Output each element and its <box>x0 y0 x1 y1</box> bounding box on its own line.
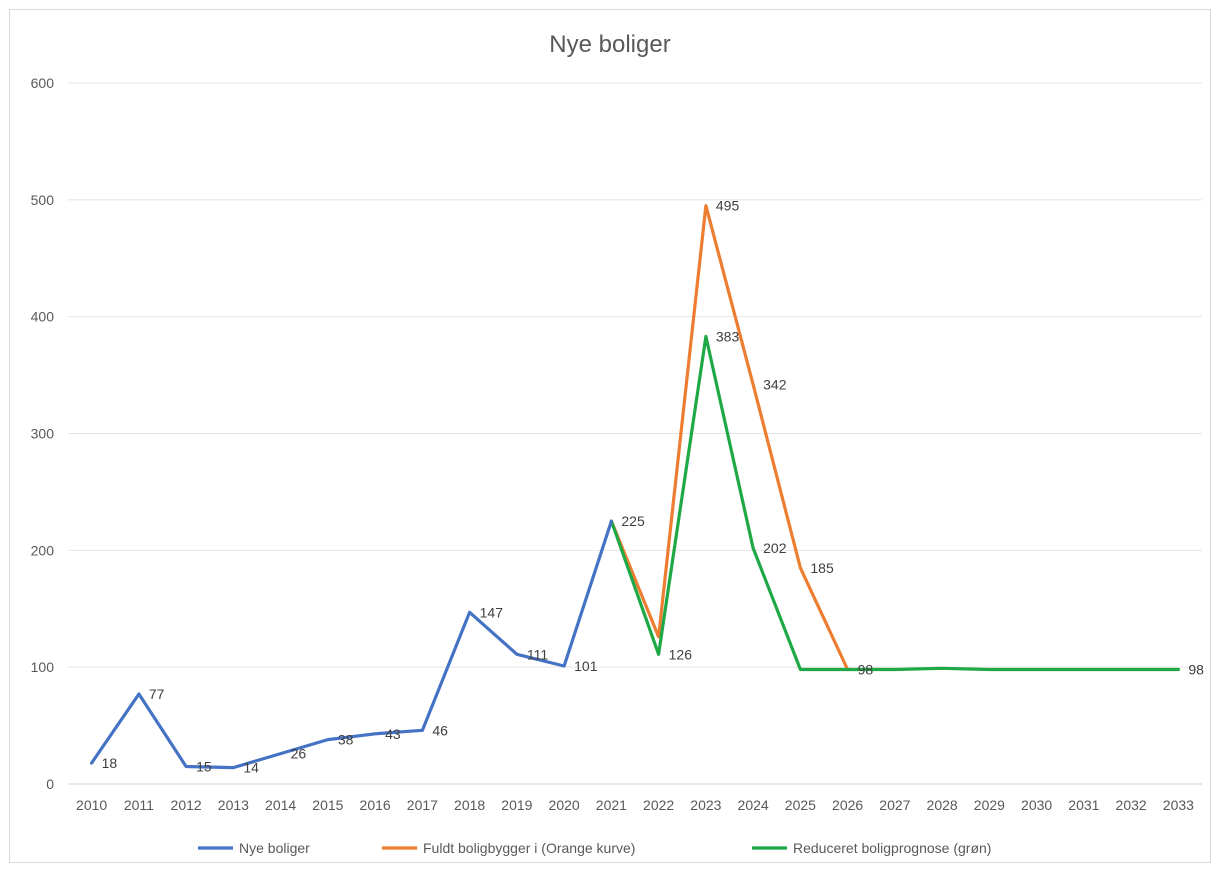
x-tick-label: 2028 <box>927 797 958 813</box>
data-label: 185 <box>810 560 834 576</box>
x-tick-label: 2029 <box>974 797 1005 813</box>
x-axis: 2010 2011 2012 2013 2014 2015 2016 2017 2018 2019… <box>76 797 1194 813</box>
data-label: 77 <box>149 686 165 702</box>
y-tick-label: 400 <box>31 309 55 325</box>
data-label: 383 <box>716 329 740 345</box>
data-label: 98 <box>858 662 874 678</box>
series-line <box>89 519 614 770</box>
data-label: 342 <box>763 376 787 392</box>
x-tick-label: 2021 <box>596 797 627 813</box>
x-tick-label: 2013 <box>218 797 249 813</box>
data-label: 14 <box>243 760 259 776</box>
x-tick-label: 2032 <box>1116 797 1147 813</box>
x-tick-label: 2030 <box>1021 797 1052 813</box>
y-tick-label: 0 <box>46 776 54 792</box>
x-tick-label: 2020 <box>549 797 580 813</box>
x-tick-label: 2026 <box>832 797 863 813</box>
data-label: 202 <box>763 540 787 556</box>
y-tick-label: 600 <box>31 75 55 91</box>
line-chart: Nye boliger 0 100 200 300 400 500 600 2010 2011… <box>31 31 1205 856</box>
x-tick-label: 2018 <box>454 797 485 813</box>
x-tick-label: 2022 <box>643 797 674 813</box>
data-label: 147 <box>480 604 504 620</box>
data-label: 38 <box>338 732 354 748</box>
data-labels: 18 77 15 14 26 38 43 46 147 111 101 495 342 185 225 126… <box>102 198 1205 776</box>
x-tick-label: 2027 <box>879 797 910 813</box>
series-line <box>609 204 850 672</box>
y-tick-label: 200 <box>31 542 55 558</box>
x-tick-label: 2033 <box>1163 797 1194 813</box>
chart-title: Nye boliger <box>549 31 670 58</box>
series-line <box>609 334 1181 672</box>
y-tick-label: 100 <box>31 659 55 675</box>
x-tick-label: 2024 <box>738 797 769 813</box>
data-label: 98 <box>1188 662 1204 678</box>
x-tick-label: 2017 <box>407 797 438 813</box>
data-label: 46 <box>432 722 448 738</box>
x-tick-label: 2012 <box>171 797 202 813</box>
data-label: 495 <box>716 198 740 214</box>
x-tick-label: 2019 <box>501 797 532 813</box>
x-tick-label: 2031 <box>1068 797 1099 813</box>
data-label: 15 <box>196 758 212 774</box>
data-label: 26 <box>291 746 307 762</box>
x-tick-label: 2015 <box>312 797 343 813</box>
x-tick-label: 2025 <box>785 797 816 813</box>
series-lines <box>89 204 1181 770</box>
x-tick-label: 2023 <box>690 797 721 813</box>
data-label: 101 <box>574 658 598 674</box>
legend: Nye boliger Fuldt boligbygger i (Orange k… <box>198 840 991 856</box>
legend-label: Fuldt boligbygger i (Orange kurve) <box>423 840 635 856</box>
gridlines <box>68 82 1202 785</box>
legend-label: Nye boliger <box>239 840 310 856</box>
data-label: 111 <box>527 646 548 662</box>
data-label: 126 <box>669 646 693 662</box>
legend-label: Reduceret boligprognose (grøn) <box>793 840 991 856</box>
y-tick-label: 500 <box>31 192 55 208</box>
x-tick-label: 2014 <box>265 797 296 813</box>
chart-area: Nye boliger 0 100 200 300 400 500 600 2010 2011… <box>9 9 1211 863</box>
x-tick-label: 2011 <box>124 797 154 813</box>
y-tick-label: 300 <box>31 426 55 442</box>
data-label: 43 <box>385 726 401 742</box>
x-tick-label: 2016 <box>360 797 391 813</box>
y-axis: 0 100 200 300 400 500 600 <box>31 75 55 792</box>
data-label: 18 <box>102 755 118 771</box>
data-label: 225 <box>621 513 645 529</box>
x-tick-label: 2010 <box>76 797 107 813</box>
